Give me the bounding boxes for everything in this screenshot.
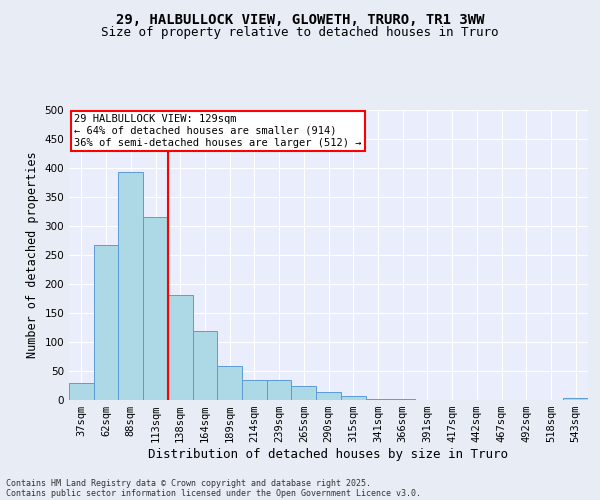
Bar	[118, 172, 143, 400]
Bar	[168, 295, 193, 400]
Text: 29 HALBULLOCK VIEW: 129sqm
← 64% of detached houses are smaller (914)
36% of sem: 29 HALBULLOCK VIEW: 129sqm ← 64% of deta…	[74, 114, 362, 148]
Bar	[143, 218, 168, 400]
Bar	[193, 331, 217, 400]
X-axis label: Distribution of detached houses by size in Truro: Distribution of detached houses by size …	[149, 448, 509, 461]
Bar	[217, 366, 242, 400]
Bar	[242, 380, 267, 400]
Bar	[341, 396, 365, 400]
Bar	[69, 383, 94, 400]
Bar	[563, 398, 588, 400]
Bar	[292, 386, 316, 400]
Bar	[365, 399, 390, 400]
Text: 29, HALBULLOCK VIEW, GLOWETH, TRURO, TR1 3WW: 29, HALBULLOCK VIEW, GLOWETH, TRURO, TR1…	[116, 12, 484, 26]
Bar	[316, 392, 341, 400]
Text: Contains HM Land Registry data © Crown copyright and database right 2025.: Contains HM Land Registry data © Crown c…	[6, 478, 371, 488]
Text: Size of property relative to detached houses in Truro: Size of property relative to detached ho…	[101, 26, 499, 39]
Y-axis label: Number of detached properties: Number of detached properties	[26, 152, 39, 358]
Text: Contains public sector information licensed under the Open Government Licence v3: Contains public sector information licen…	[6, 488, 421, 498]
Bar	[267, 380, 292, 400]
Bar	[94, 245, 118, 400]
